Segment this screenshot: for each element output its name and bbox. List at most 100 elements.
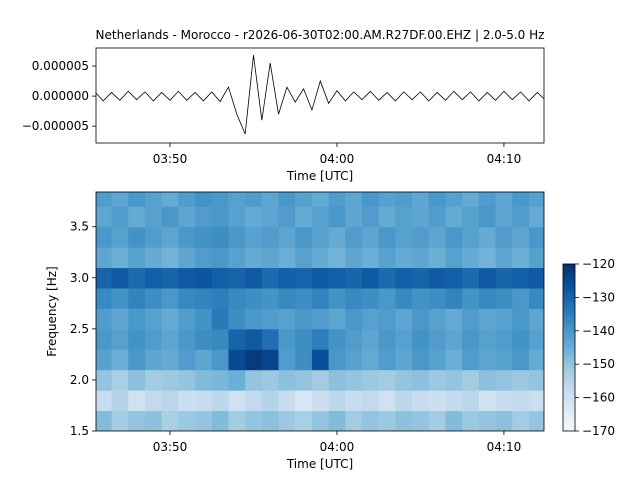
spectrogram-cell <box>512 288 530 309</box>
spectrogram-cell <box>161 349 179 371</box>
spectrogram-cell <box>512 206 530 228</box>
spectrogram-cell <box>178 390 196 412</box>
colorbar-swatch <box>563 291 575 296</box>
spectrogram-cell <box>495 226 513 248</box>
spectrogram-cell <box>278 328 296 350</box>
spectrogram-cell <box>195 206 213 228</box>
spectrogram-cell <box>261 206 280 228</box>
spectrogram-cell <box>378 349 396 371</box>
spectrogram-cell <box>378 206 396 228</box>
spectrogram-cell <box>462 369 480 391</box>
spectrogram-cell <box>362 369 380 391</box>
spectrogram-cell <box>278 206 296 228</box>
spectrogram-cell <box>478 308 497 330</box>
colorbar-swatch <box>563 372 575 376</box>
spectrogram-cell <box>261 247 280 269</box>
spectrogram-cell <box>345 390 363 412</box>
spectrogram-cell <box>478 390 497 412</box>
spectrogram-cell <box>478 247 497 269</box>
spectrogram-cell <box>245 226 263 248</box>
colorbar-swatch <box>563 361 575 365</box>
spectrogram-cell <box>128 288 146 309</box>
spectrogram-cell <box>512 267 530 289</box>
spectrogram-cell <box>261 226 280 248</box>
spectrogram-cell <box>144 349 163 371</box>
spectrogram-cell <box>96 390 113 412</box>
spectrogram-cell <box>295 267 313 289</box>
spectrogram-cell <box>428 192 446 207</box>
spectrogram-cell <box>462 247 480 269</box>
spectrogram-cell <box>345 206 363 228</box>
colorbar-swatch <box>563 408 575 413</box>
spectrogram-cell <box>211 288 229 309</box>
spectrogram-cell <box>228 267 246 289</box>
spectrogram-cell <box>228 288 246 309</box>
y-tick-label: 0.000005 <box>32 59 89 73</box>
spectrogram-cell <box>528 308 544 330</box>
spectrogram-cell <box>428 267 446 289</box>
spectrogram-cell <box>195 267 213 289</box>
spectrogram-cell <box>428 410 446 431</box>
spectrogram-cell <box>211 390 229 412</box>
spectrogram-cell <box>528 328 544 350</box>
spectrogram-cell <box>228 226 246 248</box>
spectrogram-cell <box>445 349 463 371</box>
spectrogram-cell <box>412 206 430 228</box>
spectrogram-cell <box>195 328 213 350</box>
spectrogram-cell <box>161 192 179 207</box>
spectrogram-cell <box>195 410 213 431</box>
colorbar-swatch <box>563 383 575 387</box>
spectrogram-cell <box>128 226 146 248</box>
spectrogram-cell <box>195 308 213 330</box>
spectrogram-cell <box>528 247 544 269</box>
spectrogram-cell <box>362 206 380 228</box>
spectrogram-cell <box>328 192 346 207</box>
x-tick-label: 03:50 <box>153 152 188 166</box>
spectrogram-cell <box>412 328 430 350</box>
spectrogram-cell <box>128 192 146 207</box>
spectrogram-cell <box>512 390 530 412</box>
colorbar-swatch <box>563 389 575 393</box>
colorbar-swatch <box>563 311 575 315</box>
colorbar-swatch <box>563 369 575 374</box>
spectrogram-cell <box>311 226 330 248</box>
spectrogram-cell <box>96 288 113 309</box>
spectrogram-cell <box>228 410 246 431</box>
spectrogram-cell <box>295 288 313 309</box>
spectrogram-cell <box>128 247 146 269</box>
spectrogram-cell <box>128 349 146 371</box>
spectrogram-cell <box>195 192 213 207</box>
spectrogram-cell <box>144 308 163 330</box>
spectrogram-cell <box>395 308 413 330</box>
colorbar-swatch <box>563 425 575 429</box>
spectrogram-cell <box>512 349 530 371</box>
spectrogram-cell <box>161 369 179 391</box>
spectrogram-cell <box>528 410 544 431</box>
spectrogram-cell <box>462 410 480 431</box>
spectrogram-cell <box>128 390 146 412</box>
colorbar-swatch <box>563 353 575 357</box>
spectrogram-cell <box>362 226 380 248</box>
spectrogram-cell <box>512 328 530 350</box>
spectrogram-cell <box>378 410 396 431</box>
spectrogram-cell <box>261 192 280 207</box>
spectrogram-cell <box>478 410 497 431</box>
spectrogram-cell <box>328 206 346 228</box>
spectrogram-cell <box>178 308 196 330</box>
spectrogram-cell <box>395 267 413 289</box>
spectrogram-cell <box>362 267 380 289</box>
spectrogram-cell <box>478 226 497 248</box>
spectrogram-cell <box>528 226 544 248</box>
spectrogram-cell <box>278 410 296 431</box>
x-tick-label: 04:00 <box>320 440 355 454</box>
x-axis-label: Time [UTC] <box>286 169 353 183</box>
spectrogram-cell <box>211 192 229 207</box>
spectrogram-cell <box>362 288 380 309</box>
colorbar-swatch <box>563 269 575 273</box>
spectrogram-cell <box>295 247 313 269</box>
spectrogram-cell <box>111 390 129 412</box>
y-axis-label: Frequency [Hz] <box>45 266 59 357</box>
spectrogram-cell <box>495 192 513 207</box>
colorbar-swatch <box>563 405 575 410</box>
spectrogram-cell <box>195 226 213 248</box>
